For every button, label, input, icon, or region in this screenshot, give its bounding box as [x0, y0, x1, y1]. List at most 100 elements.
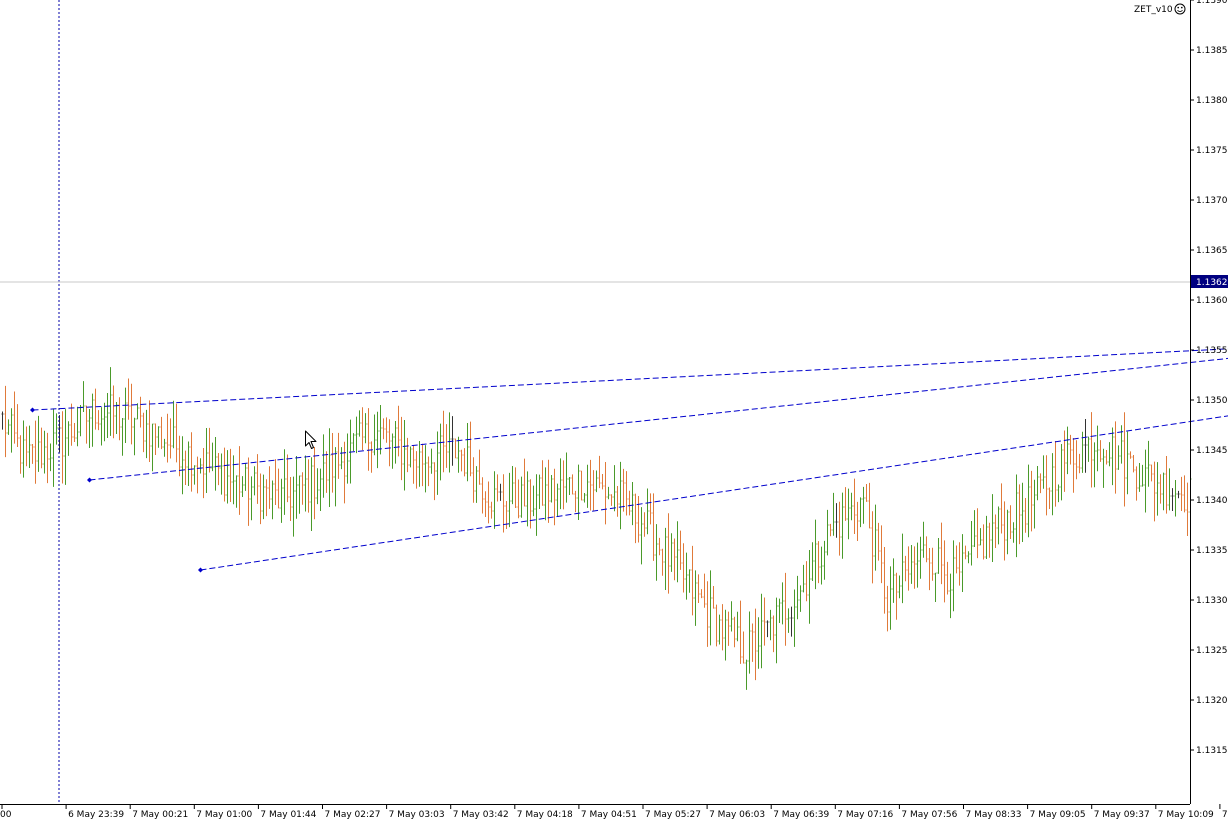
ohlc-bar	[982, 524, 985, 560]
ohlc-bar	[271, 480, 274, 520]
ohlc-bar	[883, 547, 886, 614]
ohlc-bar	[25, 426, 28, 467]
ohlc-bar	[991, 494, 994, 562]
ohlc-bar	[409, 446, 412, 468]
ohlc-bar	[22, 420, 25, 478]
current-price-value: 1.1362	[1196, 278, 1228, 288]
ohlc-bar	[415, 451, 418, 489]
ohlc-bar	[193, 465, 196, 485]
time-axis: 00 6 May 23:39 7 May 00:21 7 May 01:00 7 May…	[0, 804, 1228, 820]
ohlc-bar	[274, 459, 277, 505]
ohlc-bar	[535, 474, 538, 536]
mouse-cursor-icon	[305, 430, 317, 449]
ohlc-bar	[259, 473, 262, 525]
zigzag-blue-line	[32, 348, 1228, 411]
ohlc-bar	[205, 427, 208, 493]
ohlc-bar	[1093, 442, 1096, 488]
ohlc-bar	[679, 530, 682, 570]
ohlc-bar	[1009, 505, 1012, 540]
ohlc-bar	[94, 388, 97, 430]
ohlc-bar	[904, 555, 907, 582]
ohlc-bar	[823, 540, 826, 580]
ohlc-bar	[151, 423, 154, 472]
ohlc-bar	[646, 488, 649, 535]
ohlc-bar	[997, 506, 1000, 545]
ohlc-bar	[1036, 466, 1039, 501]
ohlc-bar	[607, 486, 610, 500]
time-tick-label: 7 May 01:44	[260, 810, 316, 820]
ohlc-bar	[790, 606, 793, 637]
ohlc-bar	[400, 416, 403, 481]
time-tick-label: 7 May 00:21	[132, 810, 188, 820]
ohlc-bar	[115, 402, 118, 434]
time-tick-label: 7 May 10:41	[1222, 810, 1228, 820]
ohlc-bar	[964, 545, 967, 560]
ohlc-bar	[436, 431, 439, 495]
ohlc-bar	[1105, 450, 1108, 465]
ohlc-bar	[157, 426, 160, 448]
ohlc-bar	[46, 432, 49, 484]
ohlc-bar	[754, 608, 757, 681]
ohlc-bar	[340, 447, 343, 470]
ohlc-bar	[220, 453, 223, 495]
ohlc-bar	[748, 611, 751, 674]
ohlc-bar	[418, 440, 421, 487]
ohlc-bar	[1042, 455, 1045, 489]
ohlc-bar	[745, 659, 748, 690]
ohlc-bar	[934, 572, 937, 602]
ohlc-bar	[787, 608, 790, 633]
ohlc-bar	[121, 418, 124, 456]
ohlc-bar	[1144, 449, 1147, 513]
ohlc-bar	[85, 405, 88, 444]
ohlc-bar	[358, 410, 361, 437]
ohlc-bar	[850, 492, 853, 521]
ohlc-bar	[1096, 425, 1099, 472]
ohlc-bar	[385, 417, 388, 443]
ohlc-bar	[916, 542, 919, 588]
ohlc-bar	[34, 420, 37, 484]
ohlc-bar	[502, 474, 505, 533]
ohlc-bar	[874, 504, 877, 571]
ohlc-bar	[940, 522, 943, 585]
ohlc-bar	[610, 494, 613, 506]
ohlc-bar	[946, 561, 949, 595]
ohlc-bar	[55, 413, 58, 445]
ohlc-bar	[70, 403, 73, 446]
ohlc-bar	[1180, 476, 1183, 511]
ohlc-bar	[64, 409, 67, 485]
ohlc-bar	[604, 462, 607, 525]
ohlc-bar	[550, 474, 553, 503]
ohlc-bar	[865, 483, 868, 502]
price-tick-label: 1.1390	[1196, 0, 1228, 6]
ohlc-bar	[841, 492, 844, 559]
ohlc-bar	[712, 586, 715, 609]
ohlc-bar	[691, 545, 694, 616]
ohlc-bar	[229, 448, 232, 502]
ohlc-bar	[1054, 440, 1057, 507]
ohlc-bar	[697, 574, 700, 604]
ohlc-bar	[1039, 473, 1042, 494]
ohlc-bar	[1030, 470, 1033, 532]
ohlc-bar	[892, 558, 895, 603]
ohlc-bar	[760, 593, 763, 669]
ohlc-bar	[832, 492, 835, 536]
ohlc-bar	[565, 452, 568, 503]
ohlc-bar	[886, 585, 889, 632]
price-tick-label: 1.1365	[1196, 246, 1228, 256]
ohlc-bar	[433, 462, 436, 501]
ohlc-bar	[889, 566, 892, 630]
ohlc-bar	[595, 470, 598, 493]
ohlc-bar	[871, 511, 874, 584]
time-tick-label: 7 May 01:00	[196, 810, 252, 820]
ohlc-bar	[346, 433, 349, 484]
ohlc-bar	[736, 611, 739, 642]
ohlc-bar	[241, 476, 244, 497]
ohlc-bar	[1111, 427, 1114, 486]
ohlc-bar	[616, 486, 619, 517]
price-tick-label: 1.1340	[1196, 496, 1228, 506]
ohlc-bar	[364, 413, 367, 444]
ohlc-bar	[1090, 412, 1093, 488]
ohlc-bar	[1183, 475, 1186, 513]
ohlc-bar	[796, 575, 799, 620]
ohlc-bar	[751, 623, 754, 662]
